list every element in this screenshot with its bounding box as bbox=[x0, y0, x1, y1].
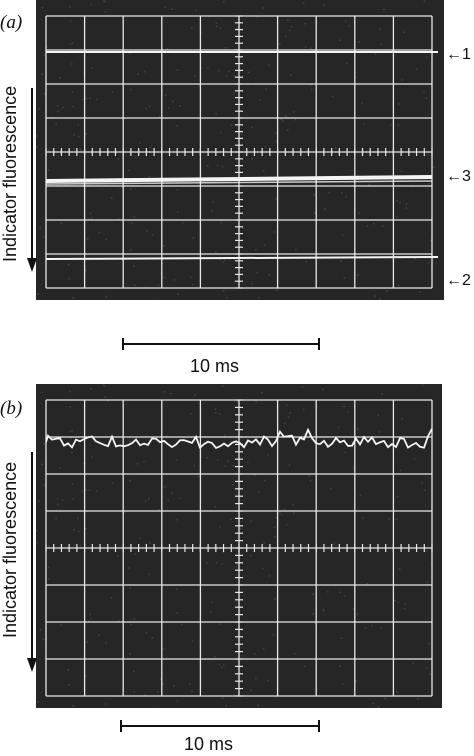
panel-a-y-axis-label: Indicator fluorescence bbox=[0, 85, 20, 262]
trace-marker-2: ←2 bbox=[446, 272, 471, 289]
panel-b-screen-texture bbox=[36, 384, 433, 708]
panel-b-down-arrow-icon bbox=[27, 452, 37, 672]
panel-b-noisy-trace bbox=[45, 427, 433, 450]
panel-a-screen-background bbox=[36, 0, 444, 300]
panel-b-label: (b) bbox=[0, 398, 23, 419]
panel-a-scale-label: 10 ms bbox=[190, 356, 240, 376]
panel-a-trace-3-band bbox=[45, 180, 433, 185]
panel-a-scale-bar bbox=[122, 338, 320, 350]
panel-a-trace-3 bbox=[45, 175, 433, 183]
panel-b-oscilloscope-screen bbox=[36, 384, 442, 708]
panel-a-oscilloscope-screen bbox=[36, 0, 444, 300]
panel-b-y-axis-label: Indicator fluorescence bbox=[0, 461, 20, 638]
panel-b-scale-label: 10 ms bbox=[184, 734, 234, 754]
panel-a-down-arrow-icon bbox=[27, 88, 37, 272]
trace-marker-3: ←3 bbox=[446, 168, 471, 185]
panel-a-screen-texture bbox=[36, 0, 435, 300]
panel-a-label: (a) bbox=[0, 12, 23, 33]
trace-marker-1: ←1 bbox=[446, 46, 471, 63]
panel-b-scale-bar bbox=[120, 720, 320, 732]
panel-b-centre-ticks bbox=[45, 399, 433, 697]
panel-a-trace-2 bbox=[45, 256, 439, 260]
panel-a-centre-ticks bbox=[45, 15, 433, 289]
